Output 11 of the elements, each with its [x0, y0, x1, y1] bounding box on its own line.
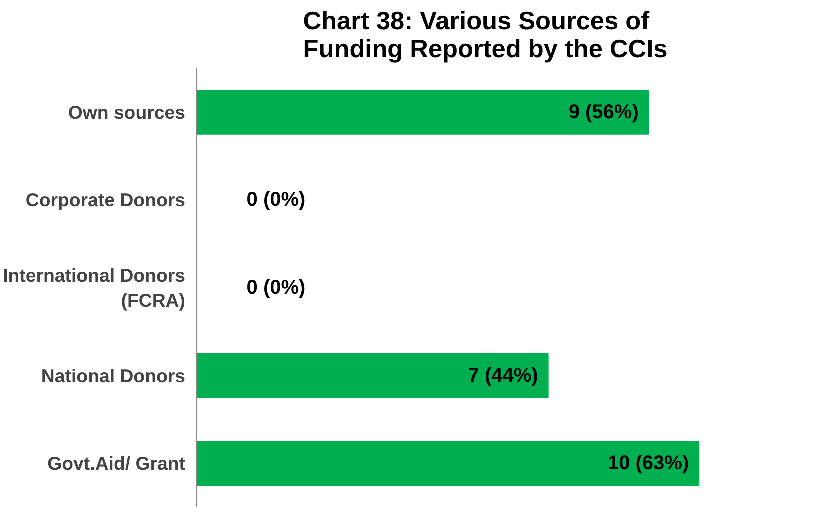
- data-label: 10 (63%): [608, 452, 690, 475]
- data-label: 0 (0%): [246, 277, 306, 299]
- data-label: 9 (56%): [568, 101, 639, 124]
- data-label: 0 (0%): [246, 189, 306, 212]
- chart-title: Chart 38: Various Sources of Funding Reported by the CCIs: [303, 8, 668, 64]
- y-tick-label: Own sources: [68, 102, 186, 123]
- y-tick-label: Corporate Donors: [26, 190, 186, 211]
- data-label: 7 (44%): [468, 364, 538, 387]
- y-tick-label: National Donors: [41, 365, 186, 386]
- y-tick-label: Govt.Aid/ Grant: [48, 453, 186, 474]
- y-tick-label: International Donors (FCRA): [3, 264, 186, 312]
